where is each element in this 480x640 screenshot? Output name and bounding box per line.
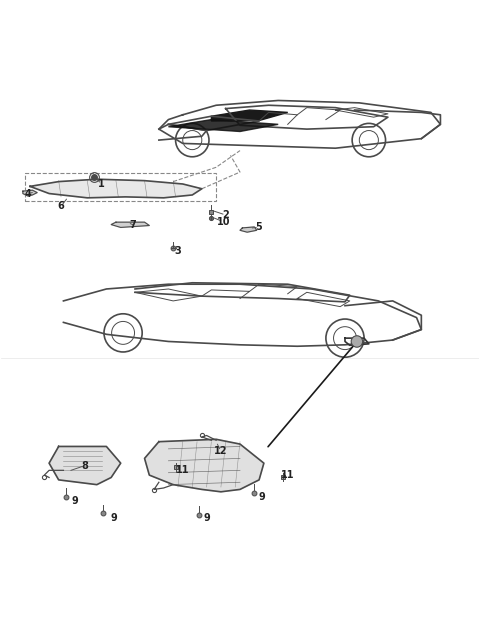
Polygon shape [111, 222, 149, 227]
Text: 11: 11 [281, 470, 294, 480]
Text: 1: 1 [98, 179, 105, 189]
Text: 9: 9 [258, 492, 265, 502]
Text: 4: 4 [24, 189, 31, 198]
Circle shape [351, 336, 363, 348]
Polygon shape [168, 120, 278, 131]
Text: 9: 9 [203, 513, 210, 523]
Text: 7: 7 [129, 220, 136, 230]
Polygon shape [144, 439, 264, 492]
Text: 9: 9 [110, 513, 117, 523]
Text: 10: 10 [216, 217, 230, 227]
Polygon shape [49, 447, 120, 484]
Polygon shape [211, 110, 288, 121]
Text: 6: 6 [58, 202, 64, 211]
Text: 8: 8 [82, 461, 88, 470]
Text: 3: 3 [175, 246, 181, 256]
Polygon shape [240, 227, 257, 232]
Polygon shape [30, 179, 202, 198]
Text: 11: 11 [176, 465, 190, 476]
Text: 5: 5 [256, 222, 263, 232]
Text: 12: 12 [214, 446, 228, 456]
Text: 9: 9 [72, 497, 79, 506]
Text: 2: 2 [222, 210, 229, 220]
Polygon shape [23, 190, 37, 196]
